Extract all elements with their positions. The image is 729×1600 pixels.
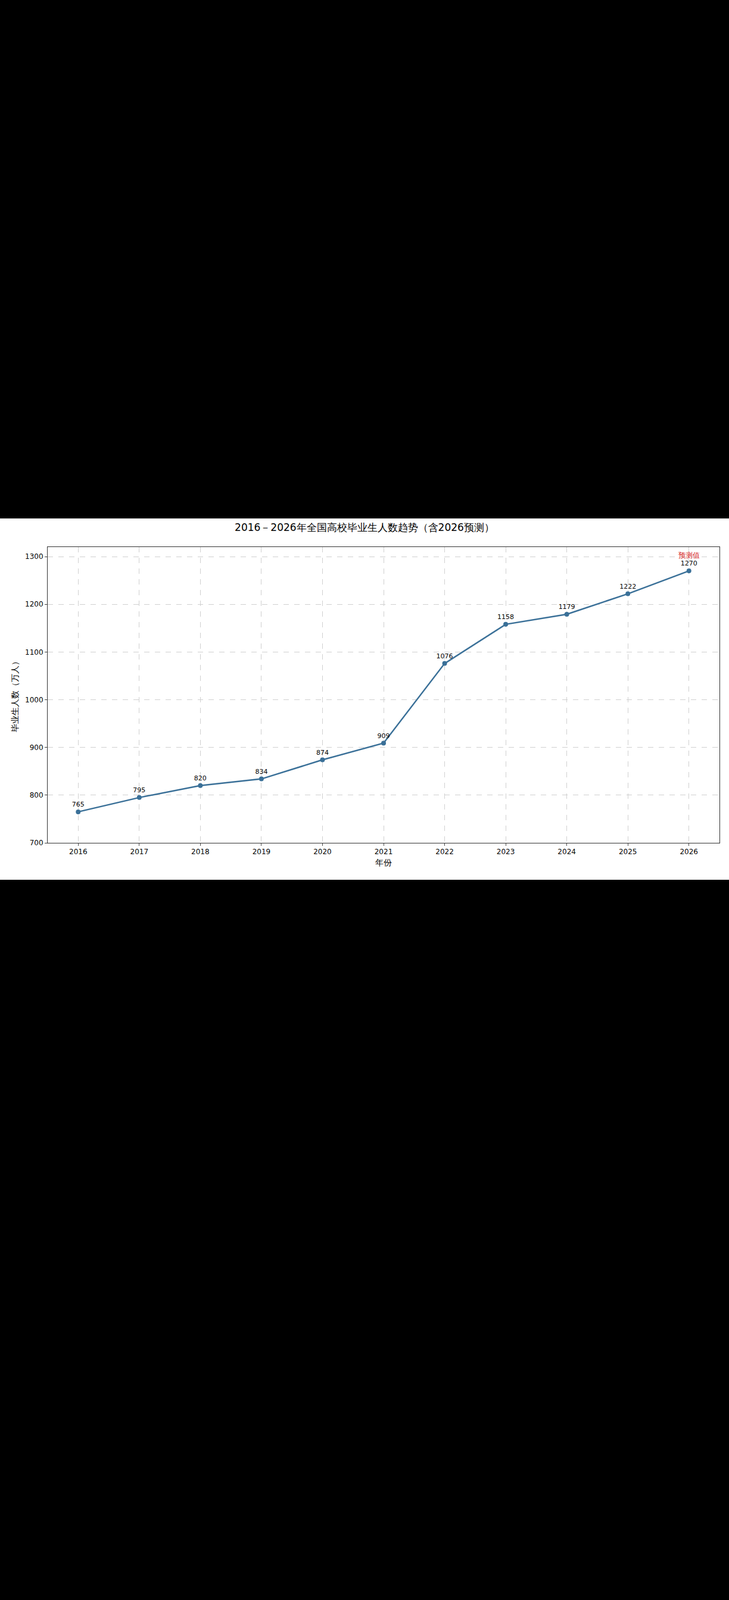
svg-text:2018: 2018 xyxy=(191,848,210,857)
svg-text:毕业生人数（万人）: 毕业生人数（万人） xyxy=(10,658,20,734)
svg-text:765: 765 xyxy=(72,801,85,809)
svg-text:年份: 年份 xyxy=(375,858,392,868)
svg-text:2016－2026年全国高校毕业生人数趋势（含2026预测）: 2016－2026年全国高校毕业生人数趋势（含2026预测） xyxy=(234,521,495,534)
svg-text:795: 795 xyxy=(132,786,146,795)
svg-text:2019: 2019 xyxy=(252,848,271,857)
svg-text:874: 874 xyxy=(316,749,329,757)
svg-text:834: 834 xyxy=(254,768,268,777)
svg-text:1179: 1179 xyxy=(558,603,576,612)
svg-text:2025: 2025 xyxy=(618,848,638,857)
svg-text:820: 820 xyxy=(194,774,207,783)
svg-text:1100: 1100 xyxy=(25,648,44,657)
svg-text:1000: 1000 xyxy=(25,696,44,705)
svg-text:800: 800 xyxy=(29,791,44,800)
svg-text:预测值: 预测值 xyxy=(678,551,700,560)
svg-text:1300: 1300 xyxy=(25,552,44,562)
svg-text:2026: 2026 xyxy=(679,848,699,857)
svg-text:1222: 1222 xyxy=(619,583,637,591)
svg-text:900: 900 xyxy=(29,743,44,753)
svg-text:2021: 2021 xyxy=(374,848,394,857)
svg-text:2023: 2023 xyxy=(496,848,516,857)
svg-text:1158: 1158 xyxy=(497,613,514,622)
svg-text:2016: 2016 xyxy=(69,848,88,857)
svg-text:2024: 2024 xyxy=(557,848,576,857)
svg-text:1200: 1200 xyxy=(25,600,44,609)
svg-text:700: 700 xyxy=(29,839,44,848)
svg-text:2022: 2022 xyxy=(435,848,454,857)
svg-text:909: 909 xyxy=(377,732,391,741)
svg-text:2017: 2017 xyxy=(130,848,149,857)
svg-text:1270: 1270 xyxy=(680,559,698,568)
svg-text:1076: 1076 xyxy=(436,652,454,661)
svg-text:2020: 2020 xyxy=(313,848,332,857)
